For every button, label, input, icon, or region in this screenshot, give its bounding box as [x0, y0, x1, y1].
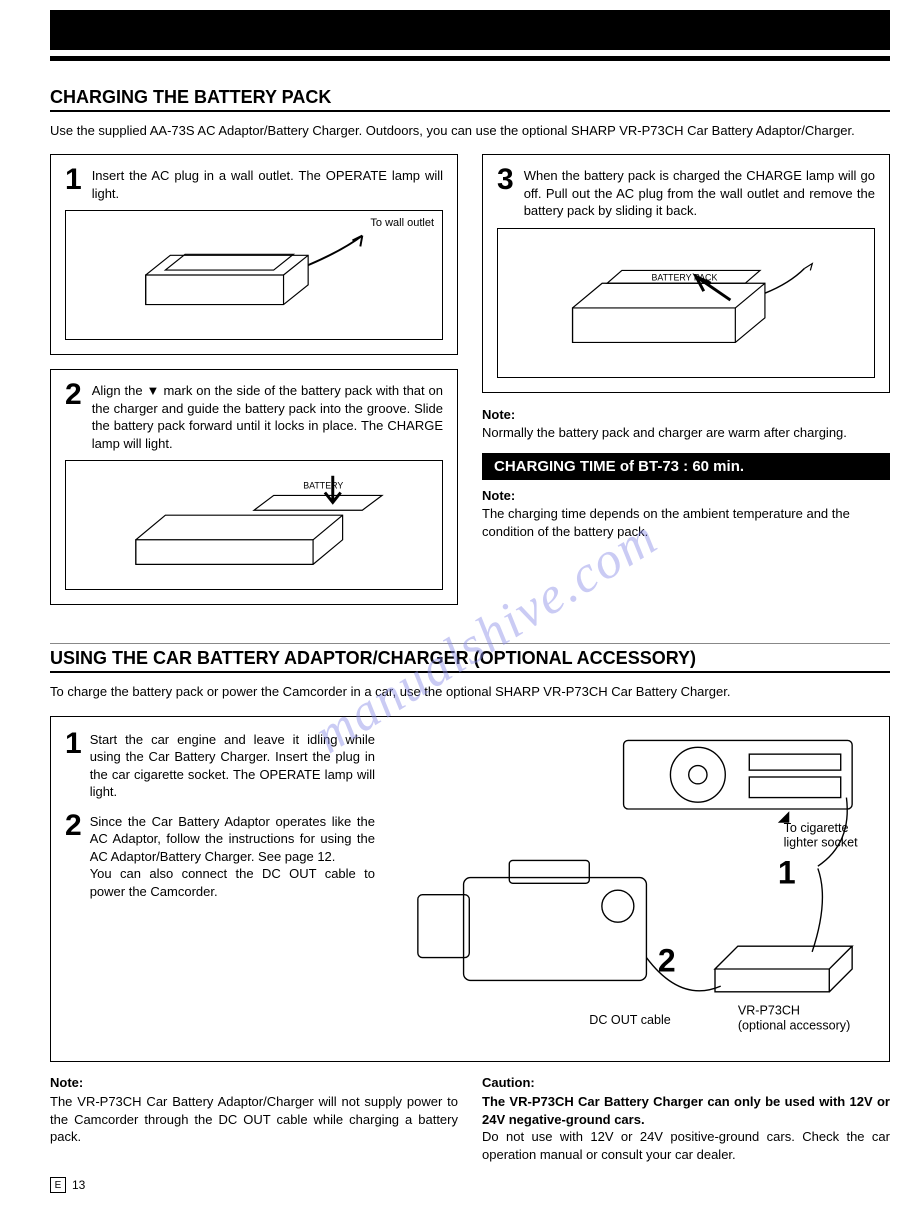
bottom-caution-text: Do not use with 12V or 24V positive-grou…	[482, 1128, 890, 1163]
header-black-bar	[50, 10, 890, 50]
bottom-caution-heading: Caution:	[482, 1074, 890, 1092]
header-thin-bar	[50, 56, 890, 61]
step3-text: When the battery pack is charged the CHA…	[524, 165, 875, 220]
bottom-notes: Note: The VR-P73CH Car Battery Adaptor/C…	[50, 1074, 890, 1164]
label-socket: To cigarette	[784, 821, 849, 835]
car-illustration: To cigarette lighter socket 1 2 DC OUT c…	[395, 729, 875, 1049]
page-number-value: 13	[72, 1178, 85, 1192]
section1-intro: Use the supplied AA-73S AC Adaptor/Batte…	[50, 122, 890, 140]
bottom-note-heading: Note:	[50, 1074, 458, 1092]
right-column: 3 When the battery pack is charged the C…	[482, 154, 890, 619]
label-optional: (optional accessory)	[738, 1018, 850, 1032]
page-letter-box: E	[50, 1177, 66, 1193]
label-num2: 2	[658, 942, 676, 978]
step3-number: 3	[497, 165, 514, 195]
step2-illustration: BATTERY	[65, 460, 443, 590]
car-step2-text: Since the Car Battery Adaptor operates l…	[90, 811, 375, 901]
note1-text: Normally the battery pack and charger ar…	[482, 424, 890, 442]
bottom-caution-bold: The VR-P73CH Car Battery Charger can onl…	[482, 1093, 890, 1128]
step1-label: To wall outlet	[370, 217, 434, 229]
step3-box: 3 When the battery pack is charged the C…	[482, 154, 890, 393]
label-num1: 1	[778, 854, 796, 890]
label-model: VR-P73CH	[738, 1003, 800, 1017]
note2-heading: Note:	[482, 488, 890, 503]
section1-heading: CHARGING THE BATTERY PACK	[50, 87, 890, 112]
bottom-note-col: Note: The VR-P73CH Car Battery Adaptor/C…	[50, 1074, 458, 1164]
bottom-note-text: The VR-P73CH Car Battery Adaptor/Charger…	[50, 1093, 458, 1146]
section1-columns: 1 Insert the AC plug in a wall outlet. T…	[50, 154, 890, 619]
note1-heading: Note:	[482, 407, 890, 422]
car-step1-number: 1	[65, 729, 82, 801]
step1-illustration: To wall outlet	[65, 210, 443, 340]
step3-illustration: BATTERY PACK	[497, 228, 875, 378]
section2-intro: To charge the battery pack or power the …	[50, 683, 890, 701]
step2-text: Align the ▼ mark on the side of the batt…	[92, 380, 443, 452]
label-dcout: DC OUT cable	[589, 1013, 670, 1027]
step2-box: 2 Align the ▼ mark on the side of the ba…	[50, 369, 458, 605]
bottom-caution-col: Caution: The VR-P73CH Car Battery Charge…	[482, 1074, 890, 1164]
car-step2-number: 2	[65, 811, 82, 901]
svg-text:lighter socket: lighter socket	[784, 835, 859, 849]
car-step1-text: Start the car engine and leave it idling…	[90, 729, 375, 801]
charging-time-banner: CHARGING TIME of BT-73 : 60 min.	[482, 453, 890, 480]
note2-text: The charging time depends on the ambient…	[482, 505, 890, 540]
car-box: 1 Start the car engine and leave it idli…	[50, 716, 890, 1062]
step1-text: Insert the AC plug in a wall outlet. The…	[92, 165, 443, 202]
left-column: 1 Insert the AC plug in a wall outlet. T…	[50, 154, 458, 619]
page-number: E 13	[50, 1177, 890, 1193]
car-steps: 1 Start the car engine and leave it idli…	[65, 729, 375, 1049]
step1-box: 1 Insert the AC plug in a wall outlet. T…	[50, 154, 458, 355]
step2-number: 2	[65, 380, 82, 410]
section2-heading: USING THE CAR BATTERY ADAPTOR/CHARGER (O…	[50, 648, 890, 673]
step1-number: 1	[65, 165, 82, 195]
svg-text:BATTERY: BATTERY	[303, 481, 343, 491]
